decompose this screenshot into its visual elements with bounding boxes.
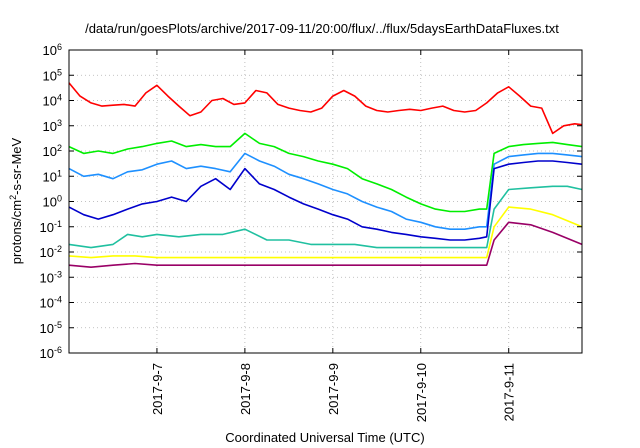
x-tick-label: 2017-9-9 [326,363,341,415]
y-tick-labels: 10-610-510-410-310-210-11001011021031041… [40,42,62,361]
y-tick-base: 10 [40,245,54,260]
x-tick-labels: 2017-9-7 2017-9-8 2017-9-9 2017-9-10 2017-9-… [150,363,517,422]
y-tick-label: 102 [43,143,62,159]
chart-title: /data/run/goesPlots/archive/2017-09-11/2… [85,21,559,36]
y-tick-label: 106 [43,42,62,58]
y-tick-label: 100 [43,194,62,210]
y-axis-label: protons/cm2-s-sr-MeV [8,137,24,264]
series-line-3 [68,152,583,230]
series-line-6 [68,206,583,259]
y-tick-label: 10-3 [40,269,62,285]
y-tick-exponent: 2 [57,143,62,153]
y-tick-label: 10-5 [40,320,62,336]
y-tick-base: 10 [40,270,54,285]
y-tick-label: 10-4 [40,295,62,311]
y-tick-exponent: -4 [54,295,62,305]
x-tick-label: 2017-9-8 [238,363,253,415]
y-tick-label: 105 [43,67,62,83]
x-axis-label: Coordinated Universal Time (UTC) [225,430,424,445]
y-tick-label: 10-2 [40,244,62,260]
y-axis-label-sup: 2 [8,195,18,200]
y-tick-base: 10 [43,169,57,184]
y-tick-base: 10 [43,94,57,109]
y-tick-base: 10 [40,346,54,361]
y-tick-label: 101 [43,168,62,184]
y-tick-exponent: 1 [57,168,62,178]
y-axis-label-prefix: protons/cm [9,200,24,264]
y-tick-label: 103 [43,118,62,134]
y-tick-base: 10 [43,195,57,210]
y-tick-base: 10 [43,119,57,134]
x-tick-label: 2017-9-7 [150,363,165,415]
series-layer [68,82,583,269]
grid [69,50,582,353]
tick-marks [69,49,582,354]
y-tick-base: 10 [40,321,54,336]
y-tick-label: 104 [43,93,62,109]
y-tick-label: 10-6 [40,345,62,361]
y-tick-exponent: 3 [57,118,62,128]
y-tick-base: 10 [43,43,57,58]
series-line-2 [68,132,583,213]
y-tick-base: 10 [40,220,54,235]
y-tick-exponent: 5 [57,67,62,77]
series-line-4 [68,160,583,241]
series-line-5 [68,185,583,249]
y-tick-exponent: 6 [57,42,62,52]
y-tick-label: 10-1 [40,219,62,235]
y-tick-exponent: -3 [54,269,62,279]
series-line-1 [68,82,583,135]
y-tick-exponent: -1 [54,219,62,229]
y-tick-exponent: -5 [54,320,62,330]
y-tick-exponent: 0 [57,194,62,204]
y-tick-base: 10 [43,144,57,159]
series-line-7 [68,221,583,269]
y-tick-exponent: -6 [54,345,62,355]
x-tick-label: 2017-9-11 [502,363,517,421]
y-tick-base: 10 [43,68,57,83]
x-tick-label: 2017-9-10 [414,363,429,422]
y-tick-exponent: -2 [54,244,62,254]
y-tick-base: 10 [40,296,54,311]
y-axis-label-suffix: -s-sr-MeV [9,137,24,194]
y-tick-exponent: 4 [57,93,62,103]
